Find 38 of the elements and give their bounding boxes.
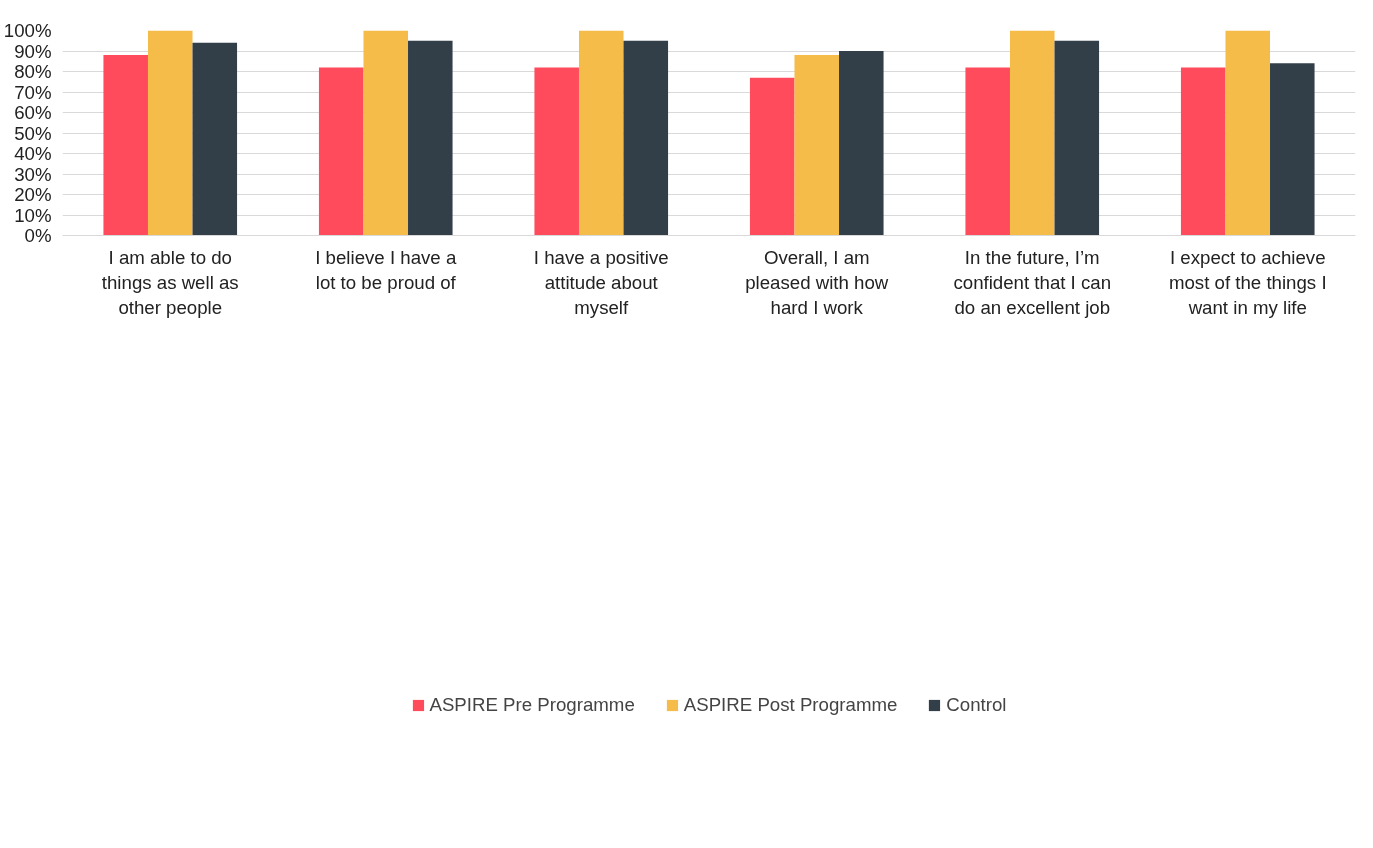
bar [408, 40, 453, 236]
x-tick-label: I expect to achieve most of the things I want in my life [1168, 246, 1327, 318]
y-tick-label: 60% [14, 102, 52, 123]
bar [749, 77, 795, 236]
y-tick-label: 50% [14, 122, 52, 144]
bar [1225, 30, 1271, 236]
legend-label: Control [946, 693, 1007, 716]
x-tick-label: I believe I have a lot to be proud of [315, 246, 457, 293]
x-tick-label: I have a positive attitude about myself [533, 246, 669, 318]
bar [192, 42, 238, 236]
legend-label: ASPIRE Pre Programme [429, 693, 635, 716]
bar [578, 30, 624, 236]
y-tick-label: 40% [14, 143, 52, 164]
x-tick-label: Overall, I am pleased with how hard I work [745, 246, 889, 318]
y-tick-label: 80% [14, 61, 52, 82]
bar [363, 30, 409, 236]
bar [623, 40, 669, 236]
bar [1009, 30, 1055, 236]
bar [534, 67, 579, 236]
bar [965, 67, 1010, 236]
bar [147, 30, 193, 236]
bar [1054, 40, 1100, 236]
bar [1270, 63, 1315, 236]
y-tick-label: 30% [14, 163, 52, 185]
y-tick-label: 10% [14, 204, 52, 226]
y-tick-label: 20% [14, 184, 52, 205]
x-tick-label: I am able to do things as well as other people [101, 246, 239, 318]
y-tick-label: 0% [24, 225, 52, 246]
legend-label: ASPIRE Post Programme [683, 693, 898, 716]
bar [839, 51, 884, 236]
bar [318, 67, 364, 236]
bar [103, 55, 148, 236]
x-tick-label: In the future, I’m confident that I can do an excellent job [953, 246, 1112, 318]
bar [1180, 67, 1226, 236]
bar [794, 55, 840, 236]
y-tick-label: 100% [3, 20, 52, 41]
y-tick-label: 70% [14, 81, 52, 103]
y-tick-label: 90% [14, 40, 52, 62]
